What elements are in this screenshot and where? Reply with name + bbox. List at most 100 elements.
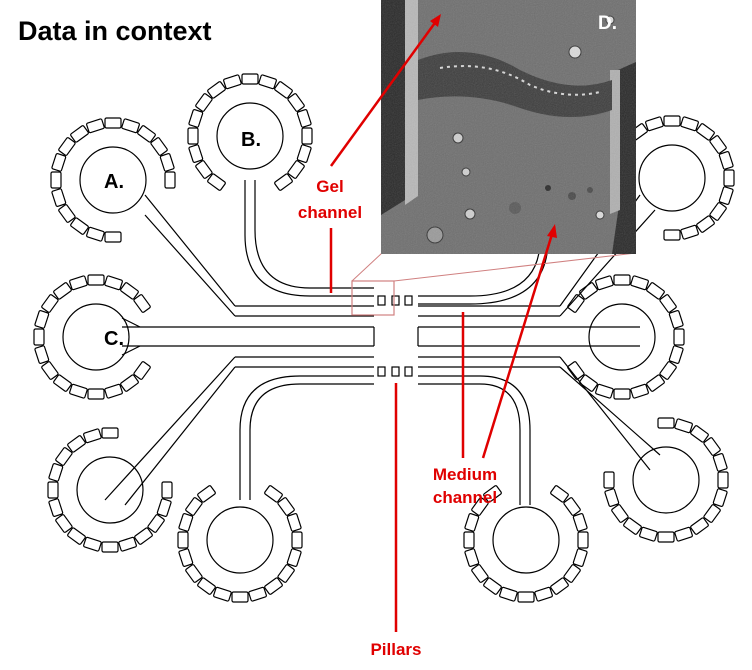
page-title: Data in context [18, 16, 212, 46]
port-tooth [301, 127, 313, 145]
port-tooth [296, 144, 312, 163]
left-lower-gel-channel [235, 356, 374, 368]
port-tooth [674, 526, 693, 542]
zoom-connector-right [393, 252, 637, 282]
port-tooth [231, 591, 249, 603]
port-tooth [48, 498, 64, 517]
port-tooth [696, 123, 715, 141]
port-tooth [121, 118, 140, 134]
port-tooth [70, 125, 89, 143]
channel-to-lower-center-left-port [239, 375, 374, 500]
port-tooth [572, 548, 588, 567]
port-tooth [534, 586, 553, 602]
port-well [76, 456, 144, 524]
port-tooth [33, 328, 45, 346]
port-tooth [572, 513, 588, 532]
pillar [377, 366, 386, 377]
port-tooth [133, 361, 151, 380]
port-tooth [663, 115, 681, 127]
right-medium-channel [417, 326, 640, 347]
port-tooth [659, 361, 677, 380]
port-tooth [104, 275, 123, 291]
port-tooth [483, 577, 502, 595]
zoom-connector-left [351, 252, 383, 282]
micrograph-texture [381, 0, 636, 254]
port-tooth [69, 275, 88, 291]
port-tooth [83, 428, 102, 444]
port-well [62, 303, 130, 371]
port-lower-left [47, 427, 173, 553]
port-tooth [668, 310, 684, 329]
port-c [33, 274, 151, 400]
port-tooth [668, 345, 684, 364]
port-tooth [137, 125, 156, 143]
zoom-region-box [351, 280, 395, 316]
port-tooth [673, 328, 685, 346]
port-tooth [207, 173, 226, 191]
port-tooth [483, 485, 502, 503]
port-tooth [258, 74, 277, 90]
pillar [391, 295, 400, 306]
port-tooth [156, 498, 172, 517]
port-c-label: C. [104, 328, 124, 350]
port-tooth [603, 471, 615, 489]
port-tooth [70, 217, 89, 235]
micrograph-label: D. [598, 13, 617, 34]
port-tooth [296, 109, 312, 128]
port-tooth [34, 345, 50, 364]
port-tooth [611, 504, 629, 523]
port-tooth [185, 564, 203, 583]
port-tooth [723, 169, 735, 187]
port-tooth [197, 485, 216, 503]
port-tooth [50, 171, 62, 189]
port-tooth [67, 435, 86, 453]
port-tooth [463, 531, 475, 549]
pillars-label: Pillars [370, 640, 421, 659]
port-tooth [718, 151, 734, 170]
port-tooth [680, 224, 699, 240]
port-tooth [67, 527, 86, 545]
port-tooth [595, 383, 614, 399]
port-tooth [690, 425, 709, 443]
port-tooth [195, 93, 213, 112]
micrograph-panel: D. [381, 0, 636, 254]
port-tooth [207, 81, 226, 99]
port-tooth [550, 577, 569, 595]
channel-from-port-b [244, 180, 374, 297]
pillar [404, 366, 413, 377]
port-tooth [567, 294, 585, 313]
port-tooth [213, 586, 232, 602]
port-tooth [248, 586, 267, 602]
port-tooth [567, 361, 585, 380]
port-tooth [696, 215, 715, 233]
port-tooth [712, 453, 728, 472]
port-tooth [690, 517, 709, 535]
port-tooth [86, 226, 105, 242]
port-tooth [663, 229, 681, 241]
port-well [206, 506, 274, 574]
right-upper-gel-channel [418, 305, 560, 317]
port-tooth [718, 186, 734, 205]
port-tooth [645, 116, 664, 132]
port-tooth [51, 188, 67, 207]
port-lower-right [603, 417, 729, 543]
port-well [588, 303, 656, 371]
port-tooth [277, 497, 295, 516]
port-tooth [712, 488, 728, 507]
port-tooth [709, 202, 727, 221]
pillar [377, 295, 386, 306]
port-lower-center-right [463, 485, 589, 603]
port-tooth [646, 374, 665, 392]
port-tooth [291, 531, 303, 549]
port-tooth [164, 171, 176, 189]
port-tooth [471, 497, 489, 516]
pillar [391, 366, 400, 377]
channel-to-lower-left-port [104, 356, 236, 506]
port-tooth [55, 447, 73, 466]
port-tooth [161, 481, 173, 499]
channel-network [104, 180, 661, 506]
port-tooth [53, 374, 72, 392]
port-tooth [604, 488, 620, 507]
port-tooth [101, 427, 119, 439]
port-tooth [703, 504, 721, 523]
